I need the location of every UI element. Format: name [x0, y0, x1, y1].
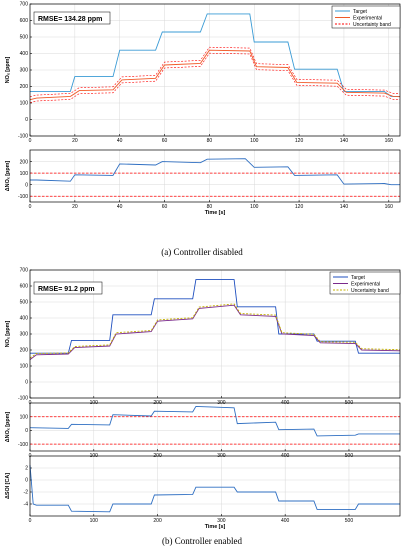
series-line--no- — [29, 405, 400, 437]
x-tick-label: 160 — [385, 138, 394, 144]
y-tick-label: -100 — [18, 396, 28, 402]
legend-a-uncertainty: Uncertainty band — [353, 22, 391, 28]
y-tick-label: 700 — [20, 2, 29, 8]
caption-b: (b) Controller enabled — [162, 536, 242, 546]
rmse-a-box — [33, 11, 111, 25]
legend-a-target: Target — [353, 9, 368, 15]
axes-frame — [29, 149, 401, 203]
axes-frame — [29, 3, 401, 137]
series-line-target — [30, 13, 400, 97]
y-axis-label: ΔNOₓ [ppm] — [5, 412, 11, 443]
legend-b-target: Target — [351, 275, 366, 281]
y-tick-label: 700 — [20, 268, 29, 274]
x-tick-label: 100 — [90, 518, 99, 524]
y-tick-label: 200 — [20, 348, 29, 354]
x-tick-label: 160 — [385, 204, 394, 210]
y-tick-label: -100 — [18, 442, 28, 448]
y-axis-label: NOₓ [ppm] — [5, 321, 11, 348]
rmse-a: RMSE= 134.28 ppm — [33, 11, 111, 25]
x-tick-label: 200 — [153, 518, 162, 524]
plot-b-bottom: 0 100 200 300 400 500 -4 -2 0 2 ΔSOI [CA] Time [s] — [5, 455, 401, 530]
y-tick-label: 0 — [25, 182, 28, 188]
x-axis-label: Time [s] — [205, 210, 226, 216]
rmse-b: RMSE= 91.2 ppm — [33, 281, 103, 295]
y-axis-label: ΔSOI [CA] — [5, 473, 11, 499]
x-tick-label: 80 — [207, 138, 213, 144]
y-tick-label: 500 — [20, 35, 29, 41]
uncertainty-band-line — [29, 46, 401, 97]
x-tick-label: 100 — [250, 204, 259, 210]
y-tick-label: 100 — [20, 364, 29, 370]
y-tick-label: 100 — [20, 101, 29, 107]
rmse-b-box — [33, 281, 103, 295]
y-tick-label: -100 — [18, 194, 28, 200]
y-tick-label: 200 — [20, 84, 29, 90]
y-tick-label: 300 — [20, 68, 29, 74]
y-tick-label: 100 — [20, 171, 29, 177]
x-tick-label: 20 — [72, 204, 78, 210]
y-axis-label: ΔNOₓ [ppm] — [5, 161, 11, 192]
caption-a: (a) Controller disabled — [161, 247, 243, 257]
x-tick-label: 60 — [162, 204, 168, 210]
legend-b-experimental: Experimental — [351, 282, 380, 288]
x-tick-label: 0 — [29, 204, 32, 210]
x-tick-label: 20 — [72, 138, 78, 144]
y-tick-label: 400 — [20, 316, 29, 322]
y-tick-label: 0 — [25, 117, 28, 123]
x-tick-label: 0 — [29, 518, 32, 524]
uncertainty-band-line — [29, 52, 401, 103]
y-tick-label: -4 — [24, 502, 29, 508]
rmse-a-text: RMSE= 134.28 ppm — [38, 16, 102, 23]
y-axis-label: NOₓ [ppm] — [5, 57, 11, 84]
y-tick-label: -100 — [18, 134, 28, 140]
legend-b: Target Experimental Uncertainty band — [329, 271, 401, 295]
axes-frame — [29, 402, 401, 452]
x-tick-label: 140 — [340, 138, 349, 144]
x-tick-label: 400 — [281, 518, 290, 524]
legend-a-experimental: Experimental — [353, 16, 382, 22]
x-tick-label: 120 — [295, 204, 304, 210]
legend-a: Target Experimental Uncertainty band — [331, 5, 401, 29]
series-line-uncertainty-band — [29, 303, 401, 359]
y-tick-label: 600 — [20, 284, 29, 290]
y-tick-label: 200 — [20, 159, 29, 165]
x-tick-label: 140 — [340, 204, 349, 210]
x-tick-label: 40 — [117, 138, 123, 144]
y-tick-label: 0 — [25, 428, 28, 434]
x-tick-label: 300 — [217, 518, 226, 524]
plot-a-top: 0 20 40 60 80 100 120 140 160-100010020030040050… — [5, 2, 401, 144]
x-tick-label: 80 — [207, 204, 213, 210]
y-tick-label: 0 — [25, 478, 28, 484]
x-tick-label: 120 — [295, 138, 304, 144]
series-line-experimental — [29, 49, 401, 101]
x-tick-label: 100 — [250, 138, 259, 144]
x-tick-label: 40 — [117, 204, 123, 210]
y-tick-label: 500 — [20, 300, 29, 306]
x-tick-label: 0 — [29, 138, 32, 144]
series-line--no- — [30, 158, 400, 186]
y-tick-label: 0 — [25, 380, 28, 386]
y-tick-label: 400 — [20, 51, 29, 57]
series-line--soi — [29, 464, 400, 513]
y-tick-label: 600 — [20, 18, 29, 24]
y-tick-label: -2 — [24, 490, 29, 496]
x-axis-label: Time [s] — [205, 524, 226, 530]
series-line-target — [30, 279, 400, 354]
axes-frame — [29, 269, 401, 399]
y-tick-label: 2 — [25, 466, 28, 472]
series-line-experimental — [29, 304, 401, 360]
rmse-b-text: RMSE= 91.2 ppm — [38, 286, 95, 293]
x-tick-label: 60 — [162, 138, 168, 144]
axes-frame — [29, 455, 401, 517]
legend-b-uncertainty: Uncertainty band — [351, 288, 389, 294]
y-tick-label: 100 — [20, 414, 29, 420]
x-tick-label: 500 — [345, 518, 354, 524]
y-tick-label: 300 — [20, 332, 29, 338]
